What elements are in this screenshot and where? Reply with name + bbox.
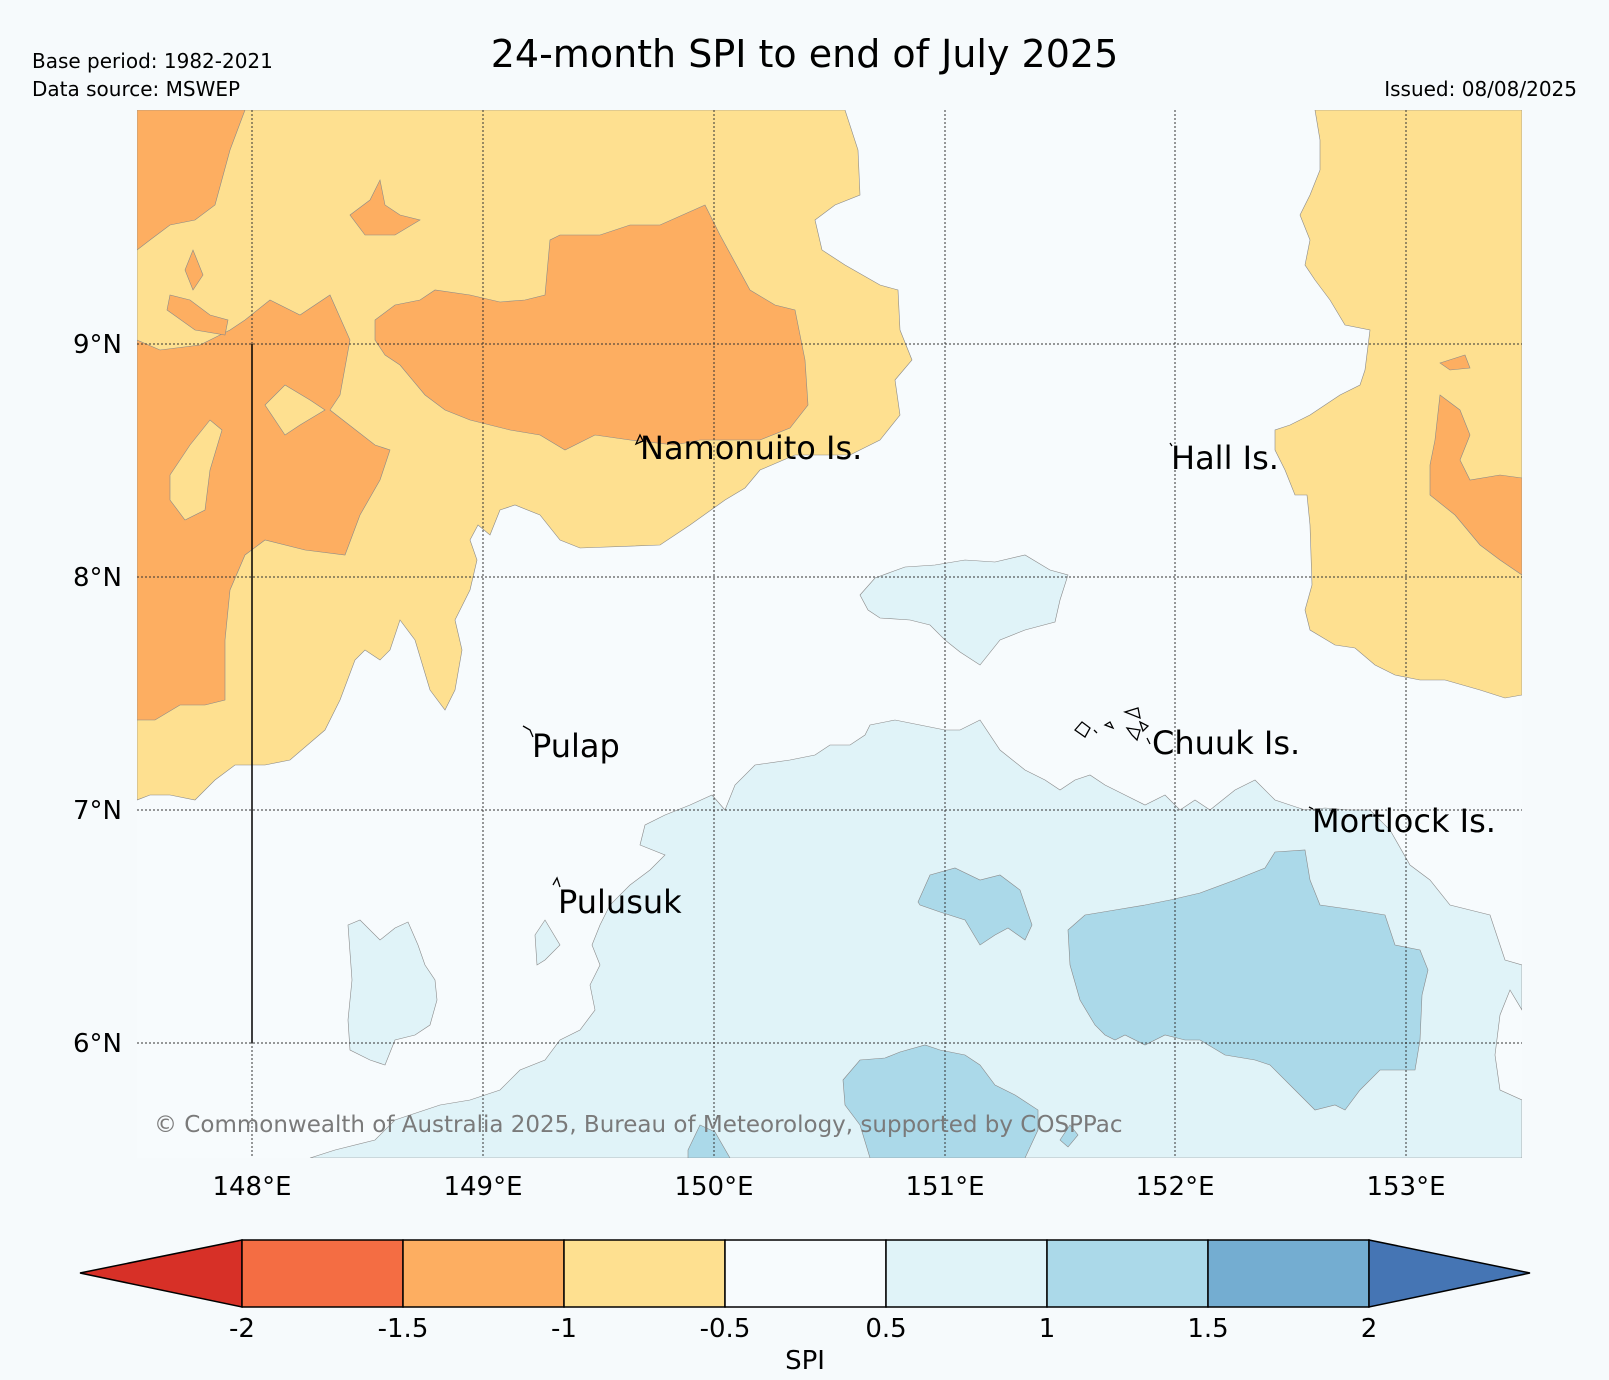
lat-label-7n: 7°N <box>73 796 122 826</box>
colorbar-ticks: -2 -1.5 -1 -0.5 0.5 1 1.5 2 SPI <box>229 1314 1377 1376</box>
spi-region-wetter-east <box>1067 849 1429 1111</box>
spi-region-moderately-dry-west-2 <box>137 294 391 721</box>
place-label-hall: Hall Is. <box>1171 439 1279 477</box>
spi-region-wetter-south <box>842 1044 1039 1158</box>
base-period-text: Base period: 1982-2021 <box>32 49 273 73</box>
spi-region-dry-patch-1 <box>264 384 326 436</box>
lat-label-8n: 8°N <box>73 563 122 593</box>
colorbar-tick: 2 <box>1361 1314 1378 1344</box>
colorbar-extend-low <box>79 1239 243 1308</box>
lon-label-148e: 148°E <box>212 1172 291 1202</box>
place-label-pulap: Pulap <box>532 727 620 765</box>
lon-label-149e: 149°E <box>443 1172 522 1202</box>
colorbar-tick: -0.5 <box>700 1314 751 1344</box>
lat-label-9n: 9°N <box>73 330 122 360</box>
colorbar-extend-high <box>1368 1239 1531 1308</box>
hall-island-marker <box>1169 442 1173 447</box>
colorbar <box>79 1239 1531 1308</box>
pulap-island-marker <box>522 725 534 738</box>
spi-region-wetter-central <box>917 867 1033 946</box>
latitude-labels: 9°N 8°N 7°N 6°N <box>73 330 122 1059</box>
lon-label-152e: 152°E <box>1135 1172 1214 1202</box>
place-label-chuuk: Chuuk Is. <box>1152 724 1300 762</box>
spi-contours: © Commonwealth of Australia 2025, Bureau… <box>137 110 1522 1158</box>
lon-label-150e: 150°E <box>674 1172 753 1202</box>
lon-label-151e: 151°E <box>905 1172 984 1202</box>
island-outlines <box>522 433 1314 888</box>
place-labels: Namonuito Is. Hall Is. Pulap Chuuk Is. M… <box>532 429 1496 921</box>
spi-region-moderately-dry-west <box>137 110 246 251</box>
colorbar-bin-neg1-neg0-5 <box>563 1239 726 1308</box>
colorbar-bin-0-5-1 <box>885 1239 1048 1308</box>
chuuk-island-marker <box>1074 707 1151 745</box>
colorbar-bin-1-1-5 <box>1046 1239 1209 1308</box>
copyright-text: © Commonwealth of Australia 2025, Bureau… <box>154 1112 1123 1138</box>
spi-region-moderately-dry-small-2 <box>184 249 204 291</box>
place-label-pulusuk: Pulusuk <box>558 883 682 921</box>
namonuito-island-marker <box>634 433 644 446</box>
colorbar-tick: -2 <box>229 1314 255 1344</box>
data-source-text: Data source: MSWEP <box>32 77 241 101</box>
place-label-namonuito: Namonuito Is. <box>640 429 862 467</box>
colorbar-tick: -1.5 <box>378 1314 429 1344</box>
spi-region-wet-west-patch <box>347 919 438 1066</box>
colorbar-tick: 1 <box>1039 1314 1056 1344</box>
lon-label-153e: 153°E <box>1366 1172 1445 1202</box>
colorbar-tick: 0.5 <box>865 1314 906 1344</box>
colorbar-bin-1-5-2 <box>1207 1239 1370 1308</box>
spi-region-wet-west-small <box>534 919 561 966</box>
spi-region-moderately-dry-small-1 <box>349 179 421 236</box>
mortlock-island-marker <box>1308 806 1314 810</box>
colorbar-label: SPI <box>785 1346 825 1376</box>
pulusuk-island-marker <box>552 876 561 888</box>
colorbar-bin-neg2-neg1-5 <box>241 1239 404 1308</box>
lat-label-6n: 6°N <box>73 1029 122 1059</box>
spi-region-moderately-dry-east <box>1429 394 1522 576</box>
map-title: 24-month SPI to end of July 2025 <box>490 32 1119 76</box>
spi-region-moderately-dry-central <box>374 204 809 451</box>
colorbar-tick: -1 <box>551 1314 577 1344</box>
spi-region-dry-east <box>1274 110 1522 699</box>
colorbar-tick: 1.5 <box>1187 1314 1228 1344</box>
spi-region-moderately-dry-small-3 <box>166 294 229 336</box>
colorbar-bin-neg0-5-0-5 <box>724 1239 887 1308</box>
spi-region-wetter-south-small <box>687 1124 731 1158</box>
spi-region-moderately-dry-east-small <box>1439 354 1471 371</box>
colorbar-bin-neg1-5-neg1 <box>402 1239 565 1308</box>
issued-date-text: Issued: 08/08/2025 <box>1384 77 1577 101</box>
spi-region-dry-patch-2 <box>169 419 223 521</box>
place-label-mortlock: Mortlock Is. <box>1312 802 1496 840</box>
spi-region-wetter-tiny <box>1059 1124 1079 1148</box>
longitude-labels: 148°E 149°E 150°E 151°E 152°E 153°E <box>212 1172 1445 1202</box>
